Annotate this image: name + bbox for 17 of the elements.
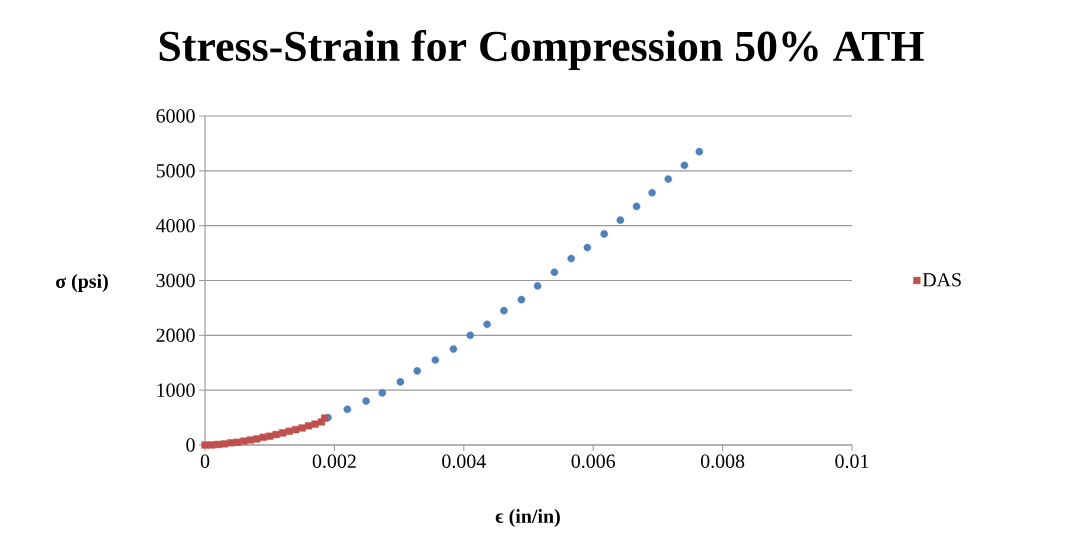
y-tick-label: 6000 xyxy=(156,109,195,123)
x-tick-label: 0.006 xyxy=(571,454,616,469)
y-axis-title: σ (psi) xyxy=(56,273,108,293)
chart-title: Stress-Strain for Compression 50% ATH xyxy=(159,29,924,71)
legend-label: DAS xyxy=(922,273,961,287)
y-tick-label: 5000 xyxy=(156,164,195,178)
x-tick-label: 0.01 xyxy=(835,454,869,469)
x-tick-label: 0.002 xyxy=(312,454,356,469)
y-tick-label: 0 xyxy=(186,438,195,452)
x-tick-label: 0.008 xyxy=(700,454,745,469)
y-tick-label: 2000 xyxy=(156,328,195,343)
x-axis-title: ϵ (in/in) xyxy=(495,508,560,528)
y-tick-label: 3000 xyxy=(156,273,195,288)
y-tick-label: 1000 xyxy=(157,383,195,397)
x-tick-label: 0.004 xyxy=(442,454,486,469)
y-tick-label: 4000 xyxy=(156,218,195,233)
x-tick-label: 0 xyxy=(200,454,210,468)
